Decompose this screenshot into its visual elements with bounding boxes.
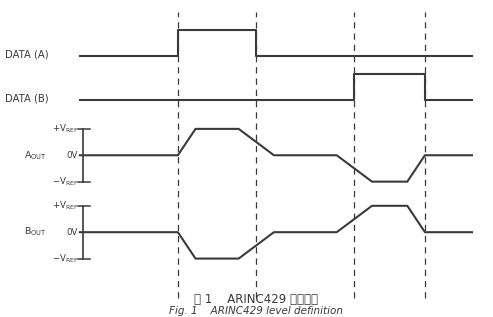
Text: 0V: 0V bbox=[67, 151, 78, 160]
Text: +V$_{\rm REF}$: +V$_{\rm REF}$ bbox=[52, 123, 78, 135]
Text: A$_{\rm OUT}$: A$_{\rm OUT}$ bbox=[24, 149, 46, 161]
Text: 图 1    ARINC429 电平定义: 图 1 ARINC429 电平定义 bbox=[194, 293, 318, 306]
Text: DATA (A): DATA (A) bbox=[5, 49, 49, 59]
Text: $-$V$_{\rm REF}$: $-$V$_{\rm REF}$ bbox=[52, 175, 78, 188]
Text: +V$_{\rm REF}$: +V$_{\rm REF}$ bbox=[52, 200, 78, 212]
Text: B$_{\rm OUT}$: B$_{\rm OUT}$ bbox=[24, 226, 46, 238]
Text: DATA (B): DATA (B) bbox=[5, 93, 49, 103]
Text: Fig. 1    ARINC429 level definition: Fig. 1 ARINC429 level definition bbox=[169, 306, 343, 316]
Text: $-$V$_{\rm REF}$: $-$V$_{\rm REF}$ bbox=[52, 252, 78, 265]
Text: 0V: 0V bbox=[67, 228, 78, 237]
